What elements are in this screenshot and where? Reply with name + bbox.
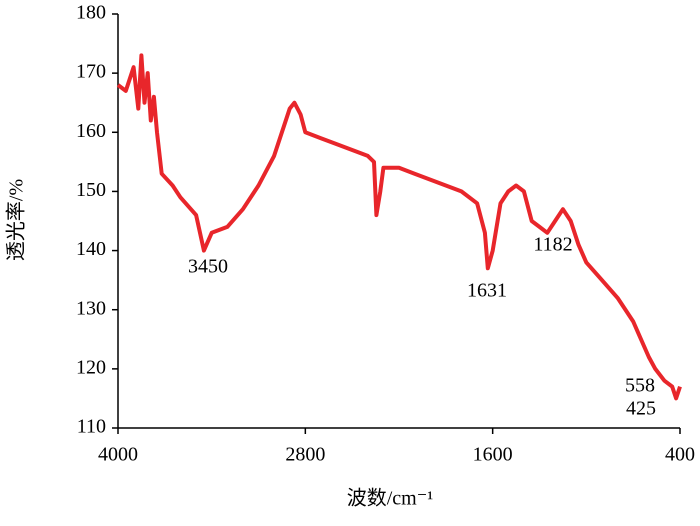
- y-axis-label: 透光率/%: [5, 179, 28, 261]
- peak-annotation: 3450: [188, 256, 228, 278]
- x-tick-label: 4000: [98, 444, 138, 466]
- peak-annotation: 1182: [533, 234, 572, 256]
- x-tick-label: 1600: [473, 444, 513, 466]
- x-axis-label: 波数/cm⁻¹: [347, 487, 434, 510]
- x-tick-label: 2800: [285, 444, 325, 466]
- y-tick-label: 180: [76, 2, 106, 24]
- x-tick-label: 400: [665, 444, 695, 466]
- y-tick-label: 130: [76, 297, 106, 319]
- spectrum-line: [116, 53, 682, 401]
- y-tick-label: 160: [76, 120, 106, 142]
- y-tick-label: 110: [77, 416, 106, 438]
- peak-annotation: 558: [625, 375, 655, 397]
- y-tick-label: 170: [76, 61, 106, 83]
- y-tick-label: 120: [76, 356, 106, 378]
- y-tick-label: 150: [76, 179, 106, 201]
- y-tick-label: 140: [76, 238, 106, 260]
- peak-annotation: 425: [626, 398, 656, 420]
- peak-annotation: 1631: [467, 280, 507, 302]
